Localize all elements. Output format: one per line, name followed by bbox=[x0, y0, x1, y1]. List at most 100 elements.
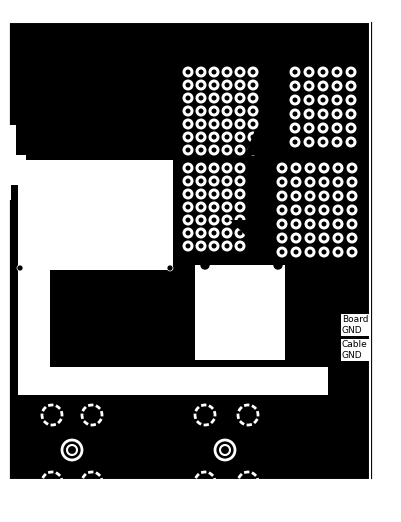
Circle shape bbox=[334, 69, 340, 75]
Circle shape bbox=[292, 84, 298, 89]
Circle shape bbox=[346, 191, 358, 201]
Circle shape bbox=[198, 109, 203, 113]
Circle shape bbox=[334, 84, 340, 89]
Circle shape bbox=[290, 94, 300, 105]
Circle shape bbox=[186, 69, 190, 75]
Circle shape bbox=[235, 241, 245, 252]
Circle shape bbox=[247, 79, 259, 90]
Circle shape bbox=[318, 80, 328, 91]
Circle shape bbox=[318, 232, 330, 243]
Circle shape bbox=[211, 218, 217, 222]
Circle shape bbox=[186, 165, 190, 171]
Circle shape bbox=[237, 135, 243, 139]
Circle shape bbox=[211, 205, 217, 209]
Circle shape bbox=[221, 79, 233, 90]
Circle shape bbox=[334, 98, 340, 102]
Circle shape bbox=[322, 194, 326, 198]
Circle shape bbox=[221, 132, 233, 143]
Circle shape bbox=[235, 145, 245, 156]
Circle shape bbox=[186, 82, 190, 88]
Circle shape bbox=[350, 208, 354, 212]
Circle shape bbox=[332, 162, 344, 173]
Circle shape bbox=[348, 98, 354, 102]
Circle shape bbox=[209, 215, 219, 226]
Circle shape bbox=[235, 92, 245, 103]
Circle shape bbox=[196, 175, 207, 186]
Circle shape bbox=[225, 192, 229, 196]
Circle shape bbox=[318, 176, 330, 187]
Circle shape bbox=[221, 66, 233, 77]
Circle shape bbox=[348, 84, 354, 89]
Circle shape bbox=[346, 176, 358, 187]
Circle shape bbox=[277, 176, 288, 187]
Circle shape bbox=[336, 221, 340, 227]
Circle shape bbox=[237, 231, 243, 235]
Circle shape bbox=[198, 82, 203, 88]
Circle shape bbox=[304, 109, 314, 120]
Circle shape bbox=[211, 82, 217, 88]
Circle shape bbox=[221, 175, 233, 186]
Circle shape bbox=[196, 118, 207, 129]
Circle shape bbox=[332, 66, 342, 77]
Circle shape bbox=[182, 241, 194, 252]
Circle shape bbox=[220, 445, 230, 455]
Circle shape bbox=[279, 165, 284, 171]
Circle shape bbox=[348, 139, 354, 145]
Circle shape bbox=[292, 112, 298, 116]
Circle shape bbox=[277, 232, 288, 243]
Circle shape bbox=[348, 112, 354, 116]
Circle shape bbox=[182, 201, 194, 212]
Circle shape bbox=[186, 148, 190, 152]
Circle shape bbox=[304, 176, 316, 187]
Circle shape bbox=[235, 118, 245, 129]
Circle shape bbox=[334, 125, 340, 130]
Circle shape bbox=[292, 125, 298, 130]
Circle shape bbox=[318, 246, 330, 257]
Circle shape bbox=[215, 440, 235, 460]
Circle shape bbox=[334, 139, 340, 145]
Circle shape bbox=[320, 69, 326, 75]
Circle shape bbox=[211, 109, 217, 113]
Circle shape bbox=[294, 235, 298, 241]
Circle shape bbox=[182, 118, 194, 129]
Circle shape bbox=[346, 205, 358, 216]
Circle shape bbox=[182, 66, 194, 77]
Circle shape bbox=[235, 79, 245, 90]
Circle shape bbox=[209, 145, 219, 156]
Circle shape bbox=[336, 180, 340, 184]
Circle shape bbox=[308, 250, 312, 255]
Circle shape bbox=[332, 94, 342, 105]
Circle shape bbox=[198, 243, 203, 248]
Circle shape bbox=[186, 179, 190, 184]
Circle shape bbox=[235, 201, 245, 212]
Circle shape bbox=[336, 208, 340, 212]
Circle shape bbox=[196, 79, 207, 90]
Circle shape bbox=[211, 135, 217, 139]
Circle shape bbox=[221, 201, 233, 212]
Circle shape bbox=[322, 180, 326, 184]
Circle shape bbox=[211, 231, 217, 235]
Circle shape bbox=[290, 80, 300, 91]
Circle shape bbox=[237, 179, 243, 184]
Circle shape bbox=[322, 165, 326, 171]
Circle shape bbox=[279, 208, 284, 212]
Circle shape bbox=[346, 136, 356, 148]
Circle shape bbox=[320, 98, 326, 102]
Bar bbox=[8, 20, 373, 480]
Circle shape bbox=[308, 221, 312, 227]
Circle shape bbox=[290, 219, 302, 230]
Bar bbox=[8, 155, 26, 185]
Circle shape bbox=[251, 96, 255, 101]
Circle shape bbox=[322, 221, 326, 227]
Circle shape bbox=[294, 250, 298, 255]
Circle shape bbox=[294, 221, 298, 227]
Circle shape bbox=[251, 82, 255, 88]
Circle shape bbox=[290, 232, 302, 243]
Circle shape bbox=[209, 175, 219, 186]
Circle shape bbox=[209, 241, 219, 252]
Circle shape bbox=[182, 175, 194, 186]
Circle shape bbox=[251, 148, 255, 152]
Circle shape bbox=[225, 179, 229, 184]
Circle shape bbox=[350, 221, 354, 227]
Circle shape bbox=[209, 79, 219, 90]
